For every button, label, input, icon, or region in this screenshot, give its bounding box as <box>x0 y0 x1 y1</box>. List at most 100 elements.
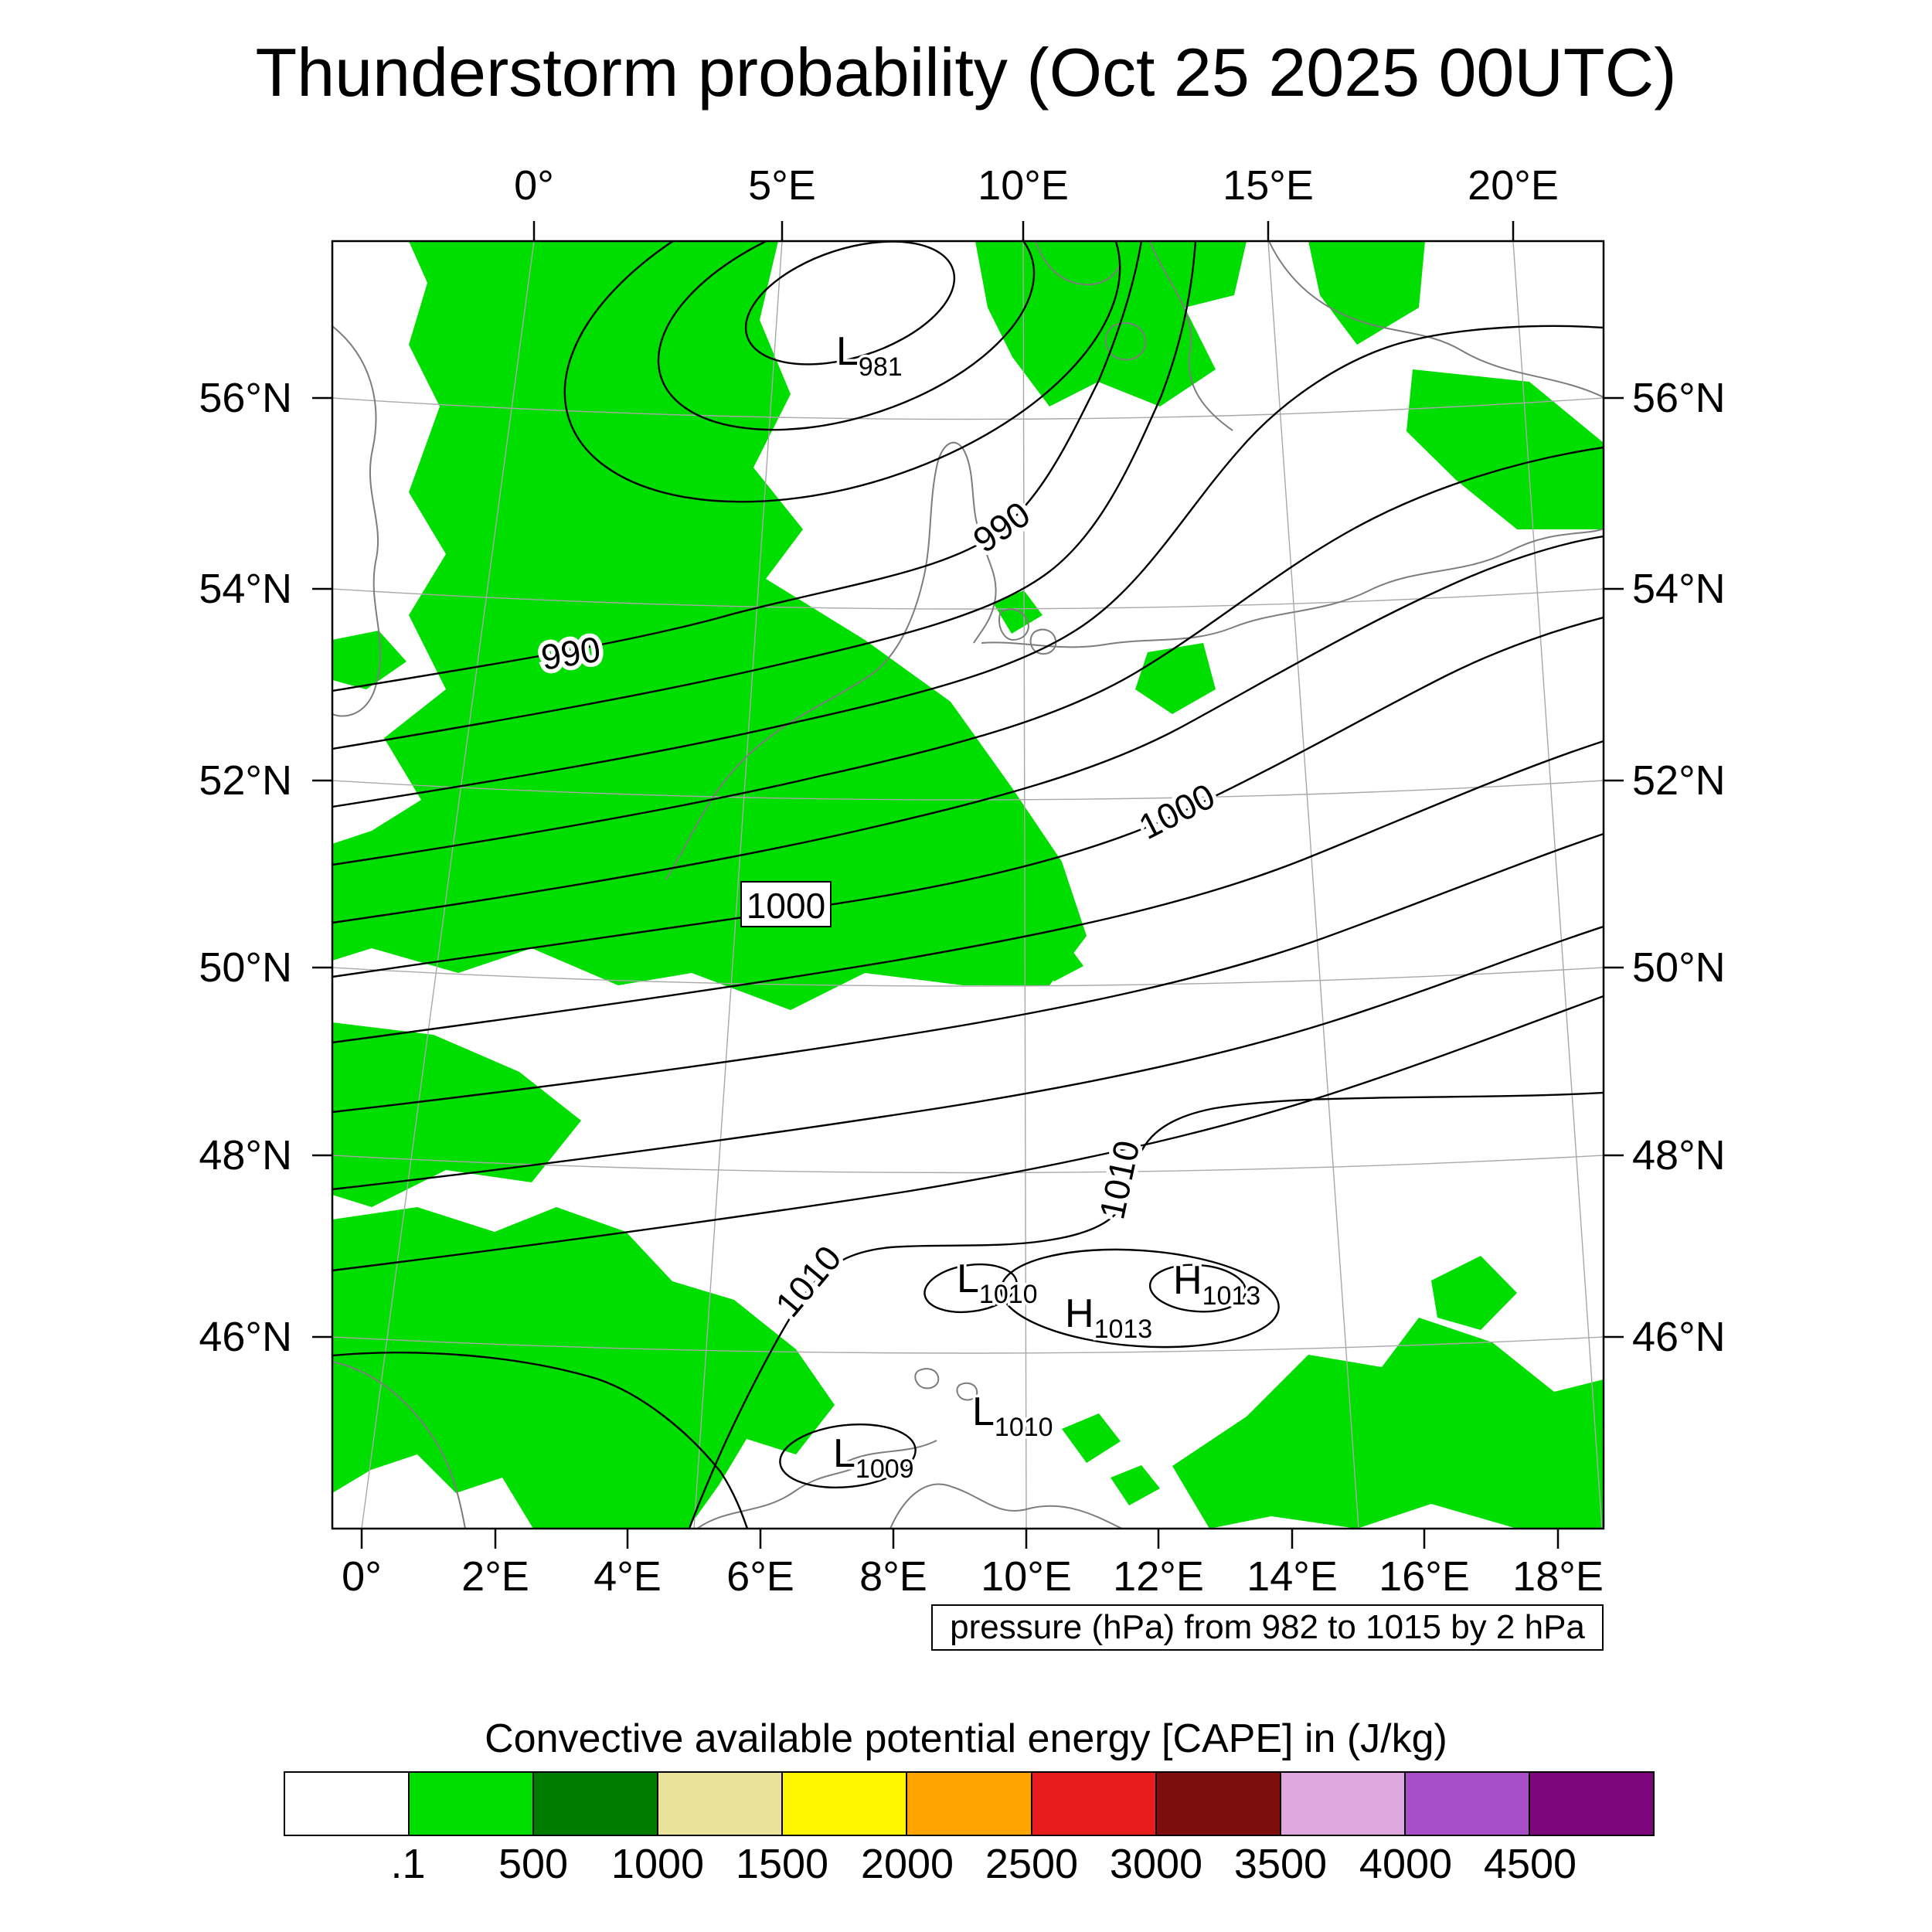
colorbar-tick-label-6: 3000 <box>1109 1841 1203 1887</box>
colorbar-cell-2 <box>532 1771 659 1836</box>
tick-label-lon-top-0: 0° <box>514 162 554 209</box>
pressure-contour <box>923 1263 1018 1314</box>
tick-label-lat-left-1: 54°N <box>199 566 292 612</box>
pressure-contour <box>333 242 1143 692</box>
tick-label-lon-bot-3: 6°E <box>726 1553 794 1600</box>
tick-label-lat-right-3: 50°N <box>1632 944 1726 991</box>
chart-title: Thunderstorm probability (Oct 25 2025 00… <box>255 34 1677 111</box>
tick-label-lat-left-0: 56°N <box>199 375 292 421</box>
pressure-contour <box>333 242 1197 750</box>
map-frame <box>331 240 1605 1530</box>
pressure-range-caption: pressure (hPa) from 982 to 1015 by 2 hPa <box>931 1604 1604 1651</box>
colorbar-cell-3 <box>657 1771 784 1836</box>
pressure-contour <box>744 242 956 366</box>
tick-label-lat-left-2: 52°N <box>199 757 292 804</box>
pressure-center: L1009 <box>833 1431 914 1484</box>
colorbar-cell-7 <box>1155 1771 1281 1836</box>
tick-label-lon-bot-4: 8°E <box>859 1553 927 1600</box>
pressure-contour <box>333 617 1603 978</box>
tick-label-lat-left-4: 48°N <box>199 1132 292 1179</box>
colorbar-tick-label-9: 4500 <box>1483 1841 1577 1887</box>
pressure-center: H1013 <box>1173 1258 1260 1311</box>
pressure-contour <box>1148 1264 1247 1313</box>
tick-label-lon-top-2: 10°E <box>978 162 1069 209</box>
pressure-contour <box>689 1091 1603 1528</box>
colorbar-tick-label-1: 500 <box>498 1841 569 1887</box>
cape-region <box>993 590 1043 634</box>
tick-label-lon-bot-6: 12°E <box>1113 1553 1204 1600</box>
cape-region <box>333 1207 835 1528</box>
colorbar-tick-label-0: .1 <box>390 1841 426 1887</box>
colorbar-cell-1 <box>408 1771 535 1836</box>
contour-label: 1000 <box>1132 775 1221 847</box>
cape-colorbar <box>284 1771 1655 1836</box>
tick-label-lat-right-1: 54°N <box>1632 566 1726 612</box>
pressure-center-labels: L981 L1010 H1013 H1013 L1010 L1009 <box>831 327 1264 1487</box>
tick-label-lat-right-2: 52°N <box>1632 757 1726 804</box>
pressure-center: H1013 <box>1065 1291 1152 1344</box>
cape-region <box>1111 1465 1160 1505</box>
pressure-contour <box>333 535 1603 924</box>
cape-region <box>1172 1318 1603 1528</box>
colorbar-tick-label-4: 2000 <box>860 1841 954 1887</box>
pressure-contour <box>333 325 1603 808</box>
legend-title: Convective available potential energy [C… <box>485 1716 1447 1761</box>
pressure-contour <box>333 995 1603 1272</box>
tick-label-lat-right-4: 48°N <box>1632 1132 1726 1179</box>
cape-region <box>1431 1256 1517 1330</box>
pressure-contour <box>1000 1248 1280 1349</box>
pressure-center: L1010 <box>957 1257 1038 1309</box>
coastlines <box>333 242 1603 1528</box>
colorbar-cell-0 <box>284 1771 410 1836</box>
colorbar-labels: .1 500 1000 1500 2000 2500 3000 3500 400… <box>284 1842 1655 1886</box>
tick-label-lon-top-4: 20°E <box>1468 162 1559 209</box>
colorbar-cell-8 <box>1279 1771 1406 1836</box>
pressure-contour <box>333 446 1603 866</box>
contour-label: 1010 <box>1091 1137 1147 1223</box>
tick-label-lon-bot-2: 4°E <box>594 1553 662 1600</box>
map-canvas: 990 990 1000 1000 1010 1010 L981 L1010 H… <box>312 221 1624 1549</box>
tick-label-lon-bot-7: 14°E <box>1247 1553 1338 1600</box>
colorbar-cell-10 <box>1528 1771 1655 1836</box>
contour-label-boxed: 1000 <box>740 881 832 927</box>
tick-label-lat-right-5: 46°N <box>1632 1314 1726 1360</box>
pressure-contour <box>333 833 1603 1114</box>
tick-label-lat-right-0: 56°N <box>1632 375 1726 421</box>
colorbar-tick-label-3: 1500 <box>735 1841 829 1887</box>
tick-label-lat-left-5: 46°N <box>199 1314 292 1360</box>
pressure-contour <box>563 242 1121 503</box>
colorbar-tick-label-8: 4000 <box>1359 1841 1453 1887</box>
cape-region <box>1037 943 1083 981</box>
contour-label: 1010 <box>767 1238 849 1325</box>
tick-label-lon-bot-1: 2°E <box>461 1553 529 1600</box>
cape-region <box>1406 369 1603 529</box>
colorbar-tick-label-7: 3500 <box>1233 1841 1328 1887</box>
pressure-center: L1010 <box>972 1389 1053 1442</box>
cape-region <box>1062 1413 1121 1463</box>
tick-label-lon-bot-8: 16°E <box>1379 1553 1470 1600</box>
tick-label-lat-left-3: 50°N <box>199 944 292 991</box>
cape-region <box>1308 242 1425 345</box>
tick-label-lon-bot-5: 10°E <box>981 1553 1072 1600</box>
pressure-contour <box>333 926 1603 1191</box>
cape-region <box>1135 643 1216 714</box>
tick-label-lon-bot-0: 0° <box>342 1553 382 1600</box>
pressure-contour <box>333 740 1603 1044</box>
pressure-contour <box>657 242 1036 431</box>
tick-label-lon-bot-9: 18°E <box>1512 1553 1604 1600</box>
cape-region <box>333 631 406 689</box>
cape-region <box>333 242 1087 1010</box>
colorbar-tick-label-5: 2500 <box>985 1841 1079 1887</box>
cape-region <box>954 896 1009 942</box>
colorbar-cell-5 <box>906 1771 1032 1836</box>
pressure-contour <box>333 1352 748 1528</box>
pressure-contour <box>779 1423 917 1489</box>
tick-label-lon-top-1: 5°E <box>748 162 816 209</box>
cape-region <box>975 242 1247 406</box>
pressure-contours <box>333 242 1603 1528</box>
graticule <box>333 242 1603 1528</box>
colorbar-cell-4 <box>781 1771 908 1836</box>
svg-text:1000: 1000 <box>747 886 825 926</box>
colorbar-cell-9 <box>1403 1771 1530 1836</box>
